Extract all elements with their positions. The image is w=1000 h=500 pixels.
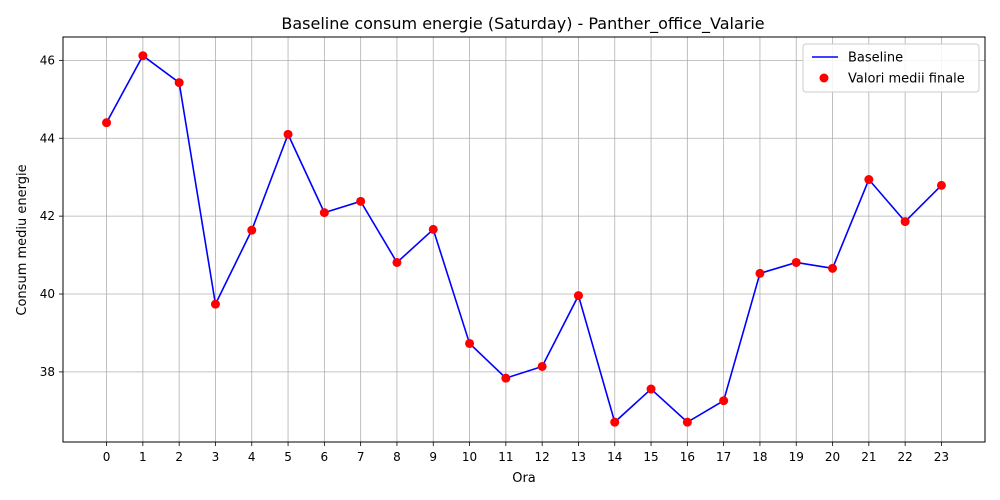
legend-label-baseline: Baseline [848,51,903,66]
final-value-point [828,263,838,273]
grid [63,37,985,442]
x-tick-label: 23 [934,450,949,464]
legend: Baseline Valori medii finale [802,43,980,93]
x-tick-label: 6 [321,450,329,464]
x-tick-label: 7 [357,450,365,464]
y-tick-label: 44 [40,131,55,145]
legend-dot-swatch [819,73,829,83]
final-value-point [465,338,475,348]
series-layer [102,51,946,427]
chart-title: Baseline consum energie (Saturday) - Pan… [281,14,764,34]
x-axis-ticks: 0 1 2 3 4 5 6 7 8 9 10 11 12 13 14 15 16 17 18 19 20 21 22 23 [103,442,949,464]
final-value-point [682,417,692,427]
final-value-point [719,396,729,406]
x-tick-label: 11 [498,450,513,464]
final-value-point [501,373,511,383]
final-value-point [864,175,874,185]
x-tick-label: 13 [571,450,586,464]
legend-label-final-values: Valori medii finale [848,72,965,87]
final-value-point [138,51,148,61]
final-value-point [174,78,184,88]
x-tick-label: 21 [861,450,876,464]
final-value-point [537,361,547,371]
x-tick-label: 12 [535,450,550,464]
x-tick-label: 16 [680,450,695,464]
final-value-point [283,129,293,139]
final-value-point [319,208,329,218]
final-value-point [102,118,112,128]
plot-frame [62,36,986,443]
final-value-point [573,291,583,301]
final-value-point [646,384,656,394]
final-value-point [356,196,366,206]
final-value-point [610,417,620,427]
x-tick-label: 3 [212,450,220,464]
x-tick-label: 14 [607,450,622,464]
y-tick-label: 38 [40,365,55,379]
final-value-point [900,217,910,227]
final-value-point [210,299,220,309]
x-tick-label: 9 [429,450,437,464]
x-tick-label: 18 [752,450,767,464]
x-tick-label: 5 [284,450,292,464]
final-value-point [392,257,402,267]
y-axis-ticks: 38 40 42 44 46 [40,53,63,379]
x-tick-label: 22 [898,450,913,464]
x-tick-label: 1 [139,450,147,464]
y-tick-label: 46 [40,53,55,67]
x-tick-label: 20 [825,450,840,464]
final-value-point [428,224,438,234]
final-value-point [936,180,946,190]
y-tick-label: 42 [40,209,55,223]
x-tick-label: 15 [643,450,658,464]
legend-box [802,43,980,93]
x-axis-label: Ora [512,471,536,486]
x-tick-label: 19 [789,450,804,464]
x-tick-label: 10 [462,450,477,464]
x-tick-label: 4 [248,450,256,464]
baseline-series-line [105,54,943,424]
final-value-point [247,225,257,235]
x-tick-label: 0 [103,450,111,464]
x-tick-label: 2 [175,450,183,464]
final-value-point [791,257,801,267]
final-value-point [755,268,765,278]
y-axis-label: Consum mediu energie [15,164,30,315]
x-tick-label: 8 [393,450,401,464]
x-tick-label: 17 [716,450,731,464]
y-tick-label: 40 [40,287,55,301]
